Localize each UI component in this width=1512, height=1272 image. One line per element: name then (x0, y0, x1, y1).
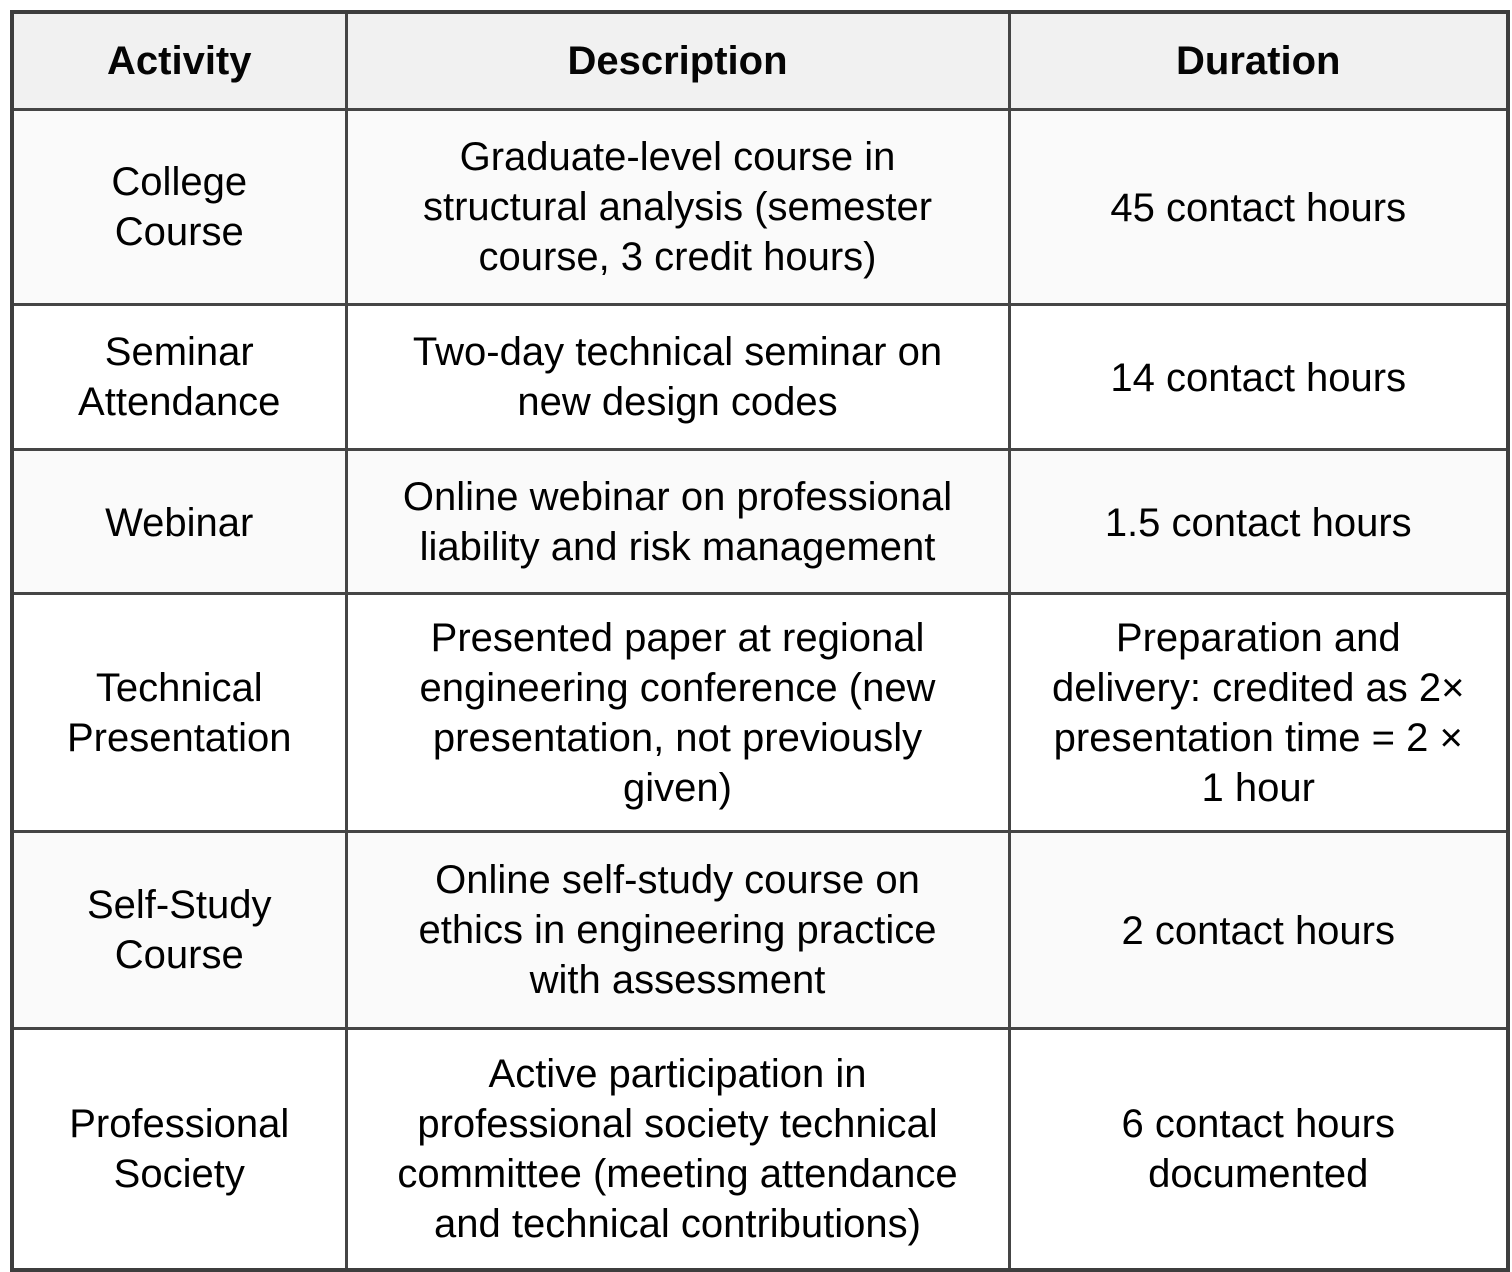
cell-description: Presented paper at regional engineering … (344, 592, 1011, 833)
cell-description: Online self-study course on ethics in en… (344, 830, 1011, 1030)
table-row: Self-Study Course Online self-study cour… (10, 830, 1510, 1030)
table-row: Seminar Attendance Two-day technical sem… (10, 303, 1510, 451)
duration-text: 2 contact hours (1121, 909, 1396, 954)
header-activity-label: Activity (107, 39, 252, 84)
page: Activity Description Duration College Co… (0, 10, 1512, 1272)
cell-duration: 6 contact hours documented (1007, 1027, 1510, 1272)
table-row: Technical Presentation Presented paper a… (10, 592, 1510, 833)
cell-activity: College Course (10, 108, 348, 306)
cell-description: Graduate-level course in structural anal… (344, 108, 1011, 306)
description-text: Active participation in professional soc… (397, 1052, 958, 1246)
cell-duration: 1.5 contact hours (1007, 448, 1510, 595)
cell-activity: Webinar (10, 448, 348, 595)
cpd-activity-table: Activity Description Duration College Co… (10, 10, 1510, 1272)
header-cell-duration: Duration (1007, 10, 1510, 111)
description-text: Online webinar on professional liability… (402, 474, 953, 569)
duration-text: 14 contact hours (1110, 356, 1407, 401)
duration-text: Preparation and delivery: credited as 2×… (1052, 615, 1465, 810)
duration-text: 1.5 contact hours (1104, 500, 1412, 545)
table-row: College Course Graduate-level course in … (10, 108, 1510, 306)
cell-duration: 2 contact hours (1007, 830, 1510, 1030)
cell-description: Active participation in professional soc… (344, 1027, 1011, 1272)
activity-text: Self-Study Course (86, 883, 272, 977)
duration-text: 45 contact hours (1110, 186, 1407, 231)
header-cell-description: Description (344, 10, 1011, 111)
description-text: Two-day technical seminar on new design … (412, 330, 943, 424)
cell-description: Two-day technical seminar on new design … (344, 303, 1011, 451)
header-duration-label: Duration (1176, 39, 1341, 84)
activity-text: Professional Society (69, 1102, 290, 1196)
cell-duration: 45 contact hours (1007, 108, 1510, 306)
header-description-label: Description (567, 39, 788, 84)
cell-duration: Preparation and delivery: credited as 2×… (1007, 592, 1510, 833)
cell-activity: Seminar Attendance (10, 303, 348, 451)
description-text: Online self-study course on ethics in en… (418, 858, 937, 1002)
cell-description: Online webinar on professional liability… (344, 448, 1011, 595)
table-body: College Course Graduate-level course in … (10, 108, 1510, 1272)
cell-activity: Self-Study Course (10, 830, 348, 1030)
cell-duration: 14 contact hours (1007, 303, 1510, 451)
header-cell-activity: Activity (10, 10, 348, 111)
description-text: Graduate-level course in structural anal… (422, 135, 933, 279)
activity-text: College Course (111, 160, 248, 254)
duration-text: 6 contact hours documented (1121, 1102, 1396, 1196)
activity-text: Technical Presentation (66, 665, 292, 760)
header-row: Activity Description Duration (10, 10, 1510, 111)
cell-activity: Technical Presentation (10, 592, 348, 833)
table-header: Activity Description Duration (10, 10, 1510, 111)
table-row: Professional Society Active participatio… (10, 1027, 1510, 1272)
activity-text: Webinar (105, 500, 254, 545)
description-text: Presented paper at regional engineering … (419, 615, 936, 810)
table-row: Webinar Online webinar on professional l… (10, 448, 1510, 595)
activity-text: Seminar Attendance (78, 330, 281, 424)
cell-activity: Professional Society (10, 1027, 348, 1272)
